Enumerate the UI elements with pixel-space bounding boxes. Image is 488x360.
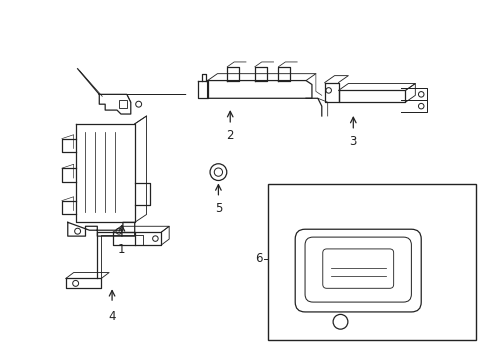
Text: 5: 5 — [214, 202, 222, 215]
Text: 1: 1 — [118, 243, 125, 256]
Text: 3: 3 — [349, 135, 356, 148]
Bar — [119, 100, 126, 108]
Text: 2: 2 — [226, 129, 233, 142]
Bar — [267, 184, 475, 339]
Text: 6: 6 — [255, 252, 262, 265]
Text: 4: 4 — [108, 310, 116, 323]
